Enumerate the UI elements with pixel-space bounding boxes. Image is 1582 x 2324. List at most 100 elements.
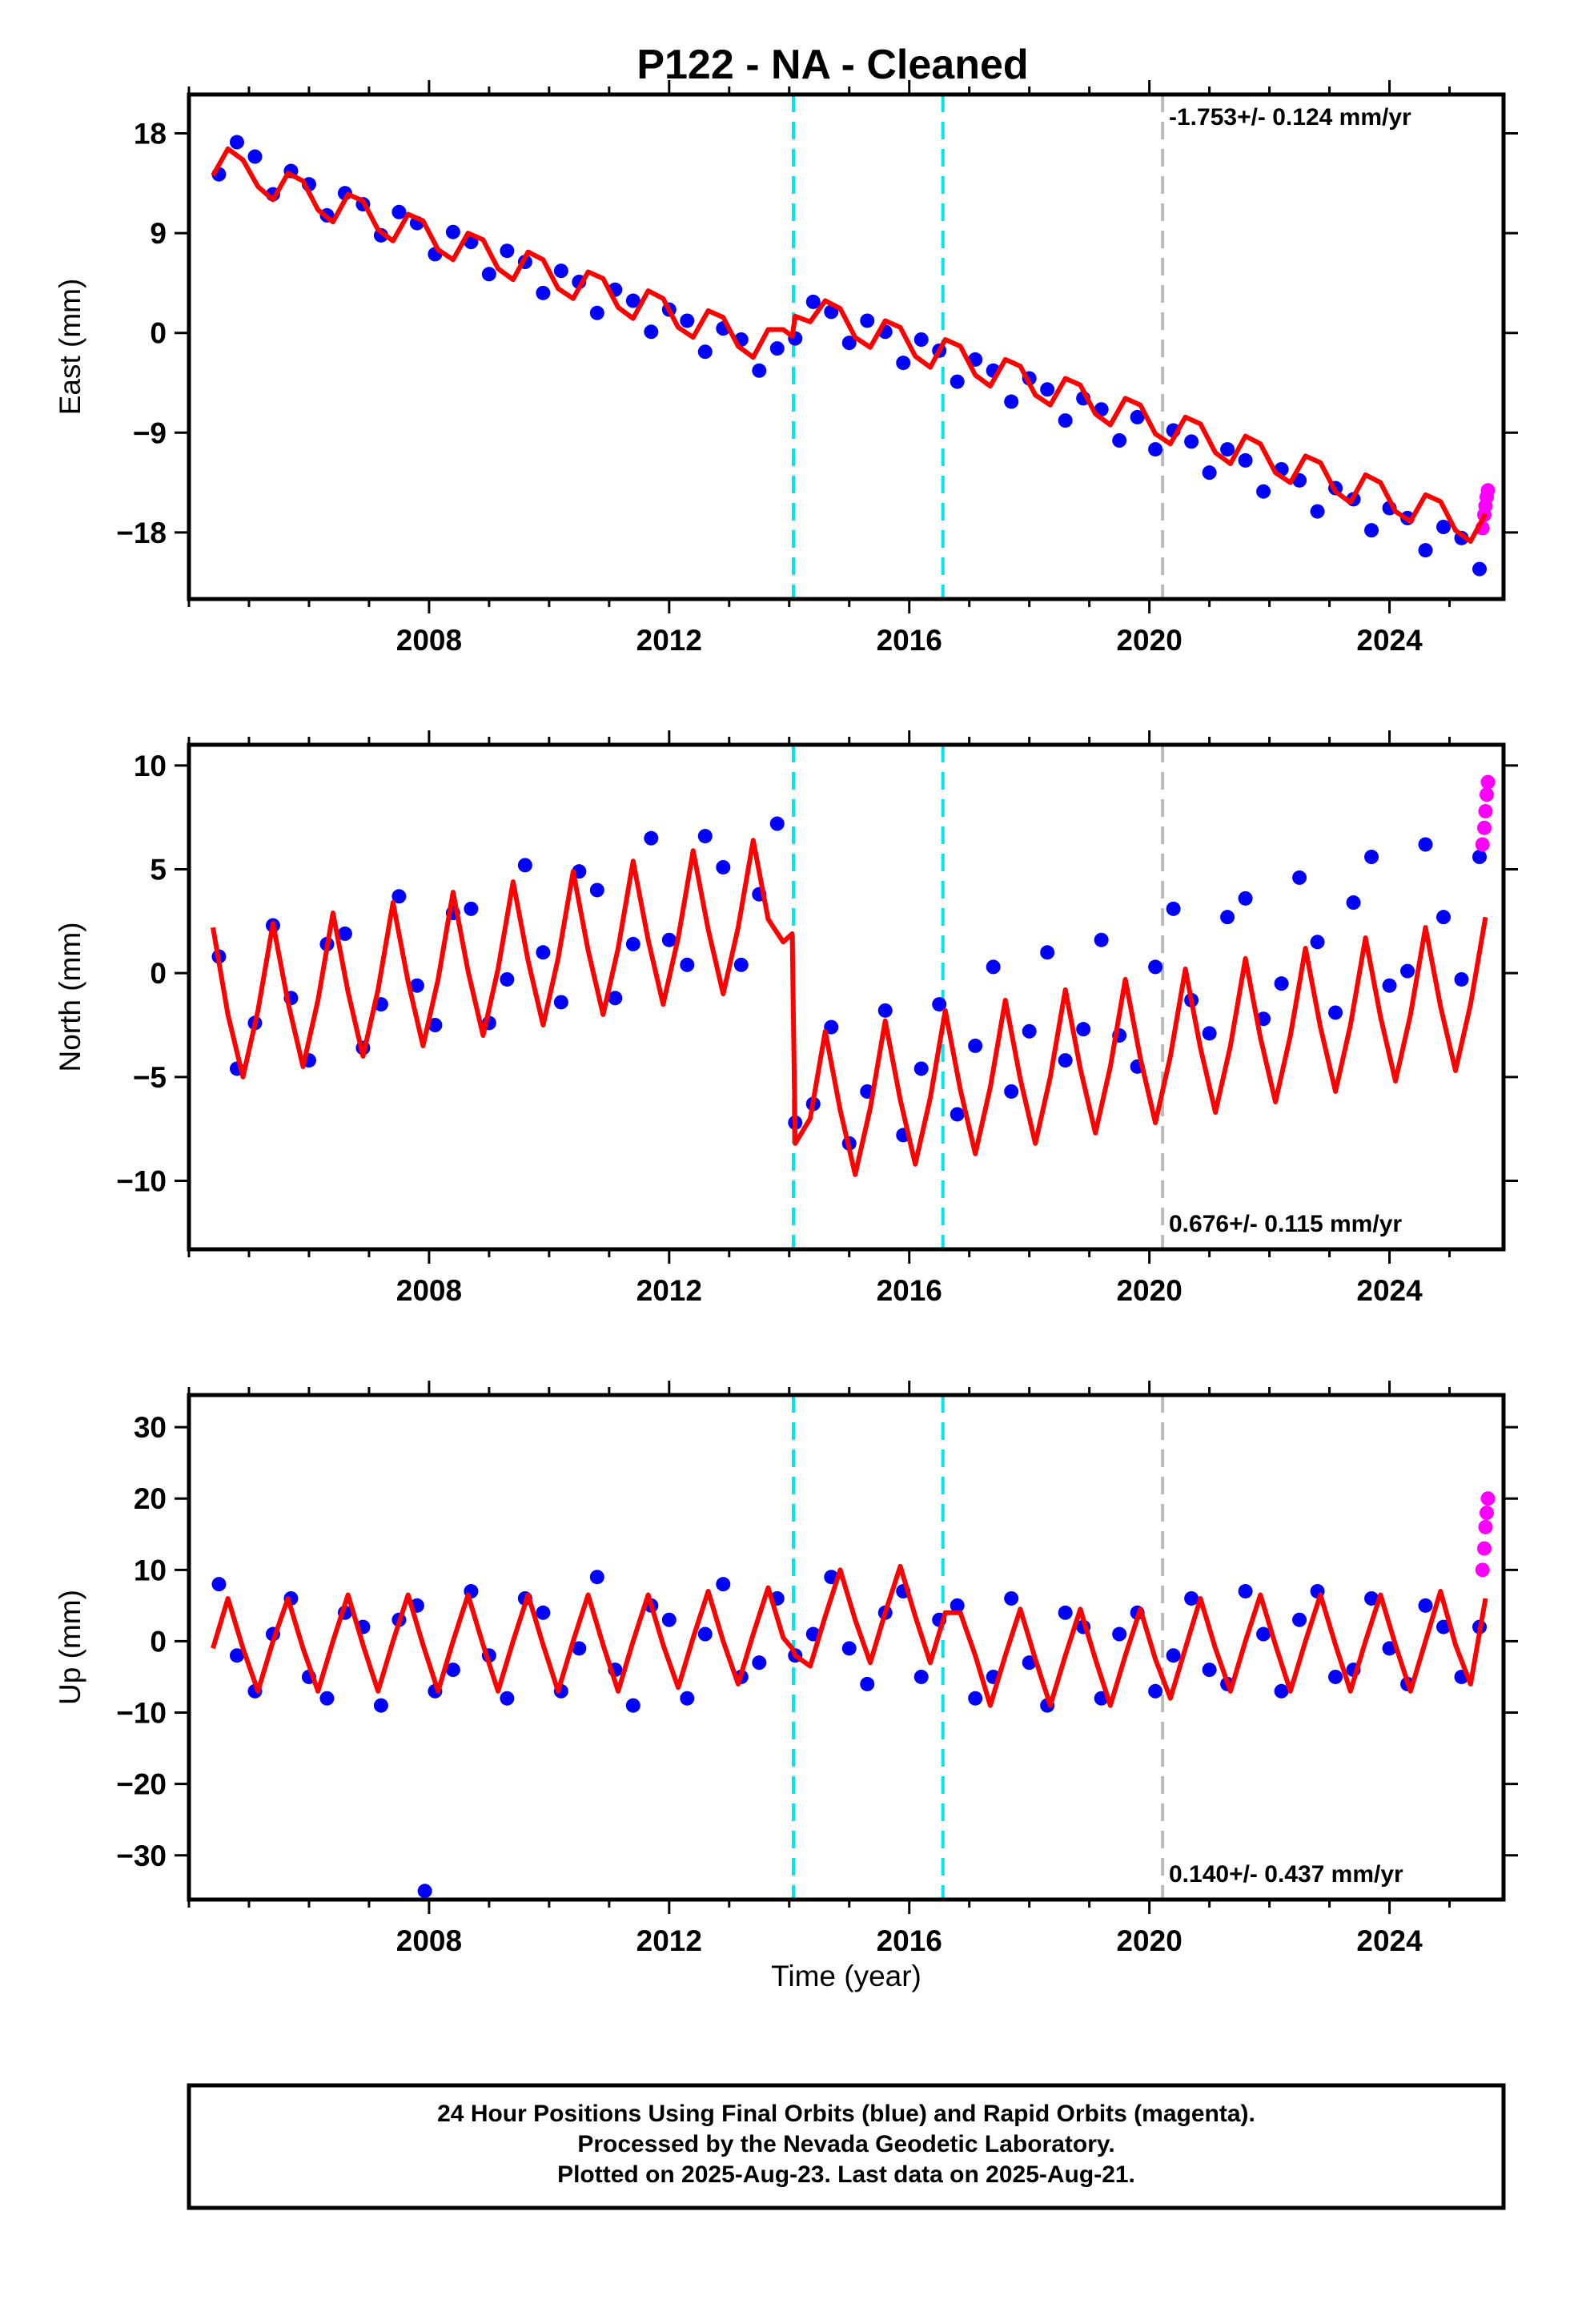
up-final_orbits-point — [445, 1663, 460, 1678]
north-final_orbits-point — [1274, 976, 1289, 991]
north-final_orbits-point — [1166, 901, 1181, 916]
east-final_orbits-point — [950, 374, 965, 389]
north-rapid_orbits-point — [1475, 837, 1490, 852]
up-final_orbits-point — [572, 1641, 587, 1656]
north-final_orbits-point — [409, 978, 424, 993]
east-final_orbits-point — [391, 204, 407, 219]
up-rapid_orbits-point — [1480, 1506, 1495, 1521]
up-x-tick-label: 2020 — [1116, 1924, 1182, 1957]
east-y-tick-label: −9 — [133, 416, 167, 449]
up-y-tick-label: 20 — [134, 1482, 167, 1515]
east-x-tick-label: 2020 — [1116, 624, 1182, 657]
up-final_orbits-point — [1418, 1598, 1433, 1613]
north-final_orbits-point — [1238, 891, 1253, 906]
north-final_orbits-point — [769, 816, 785, 831]
north-final_orbits-point — [391, 889, 407, 904]
caption-box: 24 Hour Positions Using Final Orbits (bl… — [187, 2083, 1506, 2210]
north-final_orbits-point — [1076, 1022, 1091, 1037]
east-final_orbits-point — [1436, 520, 1452, 534]
east-final_orbits-point — [1256, 484, 1271, 499]
up-y-tick-label: −30 — [116, 1839, 167, 1872]
up-final_orbits-point — [211, 1577, 227, 1592]
north-rapid_orbits-point — [1478, 803, 1493, 818]
east-final_orbits-point — [1472, 561, 1488, 577]
east-final_orbits-point — [644, 324, 659, 340]
east-model-fit-line — [211, 146, 1488, 544]
north-y-tick-label: −10 — [116, 1164, 167, 1197]
up-x-tick-label: 2012 — [636, 1924, 702, 1957]
east-final_orbits-point — [589, 305, 604, 320]
north-final_orbits-point — [428, 1018, 443, 1032]
up-final_orbits-point — [500, 1691, 515, 1706]
east-y-tick-label: 9 — [150, 217, 167, 250]
up-final_orbits-point — [1184, 1590, 1199, 1606]
east-final_orbits-point — [1040, 382, 1055, 397]
north-y-axis-label: North (mm) — [54, 922, 86, 1072]
east-x-tick-label: 2016 — [877, 624, 942, 657]
up-x-tick-label: 2008 — [396, 1924, 462, 1957]
up-y-tick-label: −20 — [116, 1768, 167, 1801]
north-final_orbits-point — [589, 883, 604, 898]
north-final_orbits-point — [877, 1003, 893, 1018]
north-final_orbits-point — [1292, 870, 1307, 885]
up-rapid_orbits-point — [1475, 1562, 1490, 1578]
north-final_orbits-point — [1310, 935, 1325, 950]
up-rapid_orbits-point — [1480, 1491, 1496, 1506]
up-final_orbits-point — [1238, 1584, 1253, 1599]
east-final_orbits-point — [1238, 452, 1253, 468]
north-final_orbits-point — [1454, 971, 1469, 987]
up-rapid_orbits-point — [1478, 1519, 1493, 1534]
east-final_orbits-point — [1202, 465, 1217, 480]
up-final_orbits-point — [1274, 1683, 1289, 1699]
north-final_orbits-point — [968, 1038, 983, 1053]
north-final_orbits-point — [1418, 837, 1433, 852]
up-final_orbits-point — [536, 1605, 551, 1620]
up-final_orbits-point — [1364, 1590, 1379, 1606]
up-final_orbits-point — [229, 1648, 244, 1663]
east-x-tick-label: 2024 — [1356, 624, 1423, 657]
up-final_orbits-point — [319, 1691, 335, 1706]
north-x-tick-label: 2016 — [877, 1274, 942, 1307]
east-final_orbits-point — [500, 243, 515, 259]
east-final_orbits-point — [1112, 433, 1127, 448]
north-rate-label: 0.676+/- 0.115 mm/yr — [1169, 1211, 1402, 1237]
up-y-tick-label: 10 — [134, 1554, 167, 1586]
north-final_orbits-point — [553, 995, 568, 1010]
up-model-fit-line — [211, 1563, 1488, 1708]
up-final_orbits-point — [417, 1884, 432, 1899]
up-y-tick-label: 30 — [134, 1411, 167, 1444]
north-rapid_orbits-point — [1480, 787, 1495, 802]
up-final_orbits-point — [1112, 1626, 1127, 1642]
east-final_orbits-point — [481, 267, 496, 282]
north-final_orbits-point — [536, 945, 551, 960]
up-final_orbits-point — [1202, 1663, 1217, 1678]
north-final_orbits-point — [1364, 850, 1379, 864]
east-y-tick-label: −18 — [116, 517, 167, 549]
east-final_orbits-point — [860, 313, 875, 328]
east-x-tick-label: 2008 — [396, 624, 462, 657]
north-final_orbits-point — [913, 1061, 929, 1076]
up-final_orbits-point — [1292, 1612, 1307, 1627]
up-y-tick-label: −10 — [116, 1697, 167, 1730]
east-final_orbits-point — [913, 332, 929, 347]
north-final_orbits-point — [697, 829, 713, 844]
north-final_orbits-point — [661, 932, 677, 947]
north-final_orbits-point — [1094, 932, 1109, 947]
up-final_orbits-point — [752, 1655, 767, 1671]
up-final_orbits-point — [841, 1641, 857, 1656]
north-x-tick-label: 2012 — [636, 1274, 702, 1307]
north-final_orbits-point — [1436, 910, 1452, 925]
east-final_orbits-point — [1310, 504, 1325, 519]
east-rapid_orbits-point — [1480, 483, 1496, 498]
up-final_orbits-point — [950, 1598, 965, 1613]
north-final_orbits-point — [337, 926, 352, 941]
up-final_orbits-point — [968, 1691, 983, 1706]
east-y-tick-label: 18 — [134, 117, 167, 150]
east-final_orbits-point — [445, 224, 460, 239]
east-final_orbits-point — [680, 313, 695, 328]
north-rapid_orbits-point — [1480, 774, 1496, 790]
up-x-tick-label: 2016 — [877, 1924, 942, 1957]
north-final_orbits-point — [644, 830, 659, 846]
east-final_orbits-point — [1148, 442, 1163, 457]
east-final_orbits-point — [1184, 434, 1199, 449]
